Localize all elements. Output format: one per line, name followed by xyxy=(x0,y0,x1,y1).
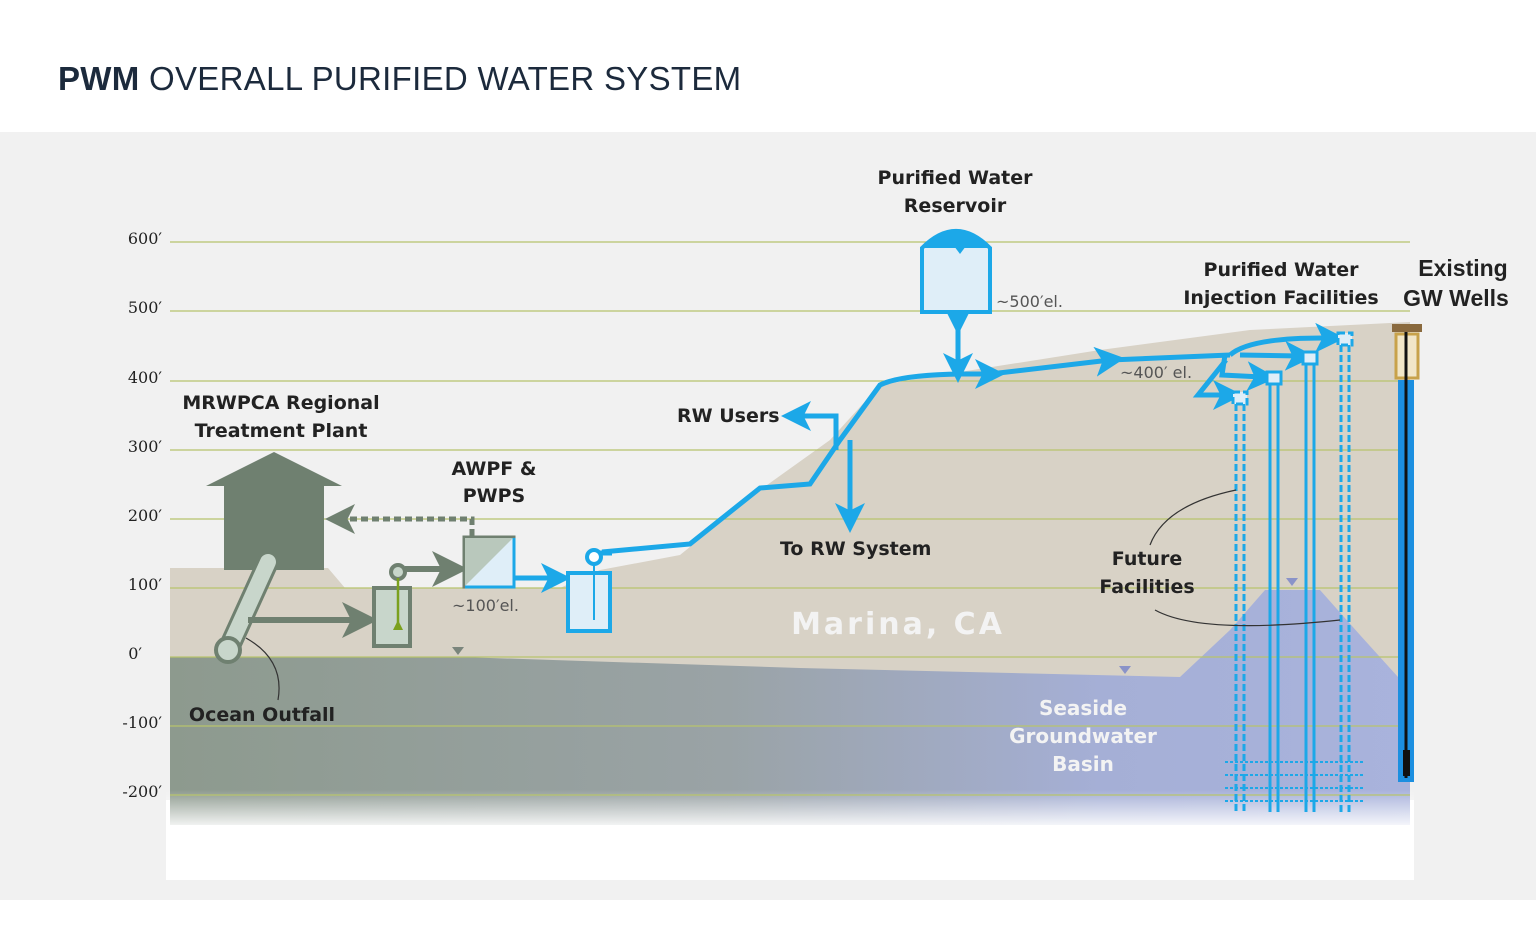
to-rw-system-label: To RW System xyxy=(780,538,931,560)
water-level-marker xyxy=(1119,666,1131,674)
basin-label-3: Basin xyxy=(1052,752,1114,776)
tick-0: 0′ xyxy=(128,644,142,663)
injection-label-2: Injection Facilities xyxy=(1183,287,1378,309)
tick-100: 100′ xyxy=(128,575,163,594)
location-label: Marina, CA xyxy=(791,607,1005,642)
existing-wells-label-2: GW Wells xyxy=(1403,285,1509,311)
page-title: PWM OVERALL PURIFIED WATER SYSTEM xyxy=(58,60,741,98)
purified-water-pipeline xyxy=(514,305,1345,593)
existing-wells-label-1: Existing xyxy=(1418,255,1507,281)
treatment-plant-label-1: MRWPCA Regional xyxy=(182,392,379,414)
future-well-1 xyxy=(1231,390,1249,812)
injection-elevation: ~400′ el. xyxy=(1120,363,1192,382)
product-pump-station-icon xyxy=(566,548,612,633)
reservoir-label-2: Reservoir xyxy=(904,195,1007,217)
tick-400: 400′ xyxy=(128,368,163,387)
rw-users-label: RW Users xyxy=(677,405,780,427)
ocean-outfall-leader xyxy=(245,637,280,701)
elevation-gridlines xyxy=(170,241,1410,796)
tick-200: 200′ xyxy=(128,506,163,525)
tick-300: 300′ xyxy=(128,437,163,456)
intake-pump-station-icon xyxy=(372,563,412,648)
tick-600: 600′ xyxy=(128,229,163,248)
existing-gw-well-icon xyxy=(1392,324,1422,782)
awpf-label-1: AWPF & xyxy=(452,458,537,480)
future-well-4 xyxy=(1336,331,1354,812)
reservoir-label-1: Purified Water xyxy=(878,167,1034,189)
awpf-elevation: ~100′el. xyxy=(452,596,519,615)
ocean-outfall-pipe-icon xyxy=(214,551,279,664)
future-leader-1 xyxy=(1149,489,1237,546)
elevation-axis: 600′ 500′ 400′ 300′ 200′ 100′ 0′ -100′ -… xyxy=(122,229,162,801)
awpf-label-2: PWPS xyxy=(463,485,526,507)
tick-500: 500′ xyxy=(128,298,163,317)
future-facilities-label-1: Future xyxy=(1112,548,1182,570)
injection-well-3 xyxy=(1301,350,1319,812)
treatment-plant-label-2: Treatment Plant xyxy=(195,420,368,442)
groundwater-basin xyxy=(170,590,1410,825)
brine-return-dashed-arrow xyxy=(325,504,475,536)
title-rest: OVERALL PURIFIED WATER SYSTEM xyxy=(149,60,742,97)
future-leader-2 xyxy=(1154,609,1341,627)
injection-well-2 xyxy=(1265,370,1283,812)
tick-minus-100: -100′ xyxy=(122,713,162,732)
injection-wells xyxy=(1225,331,1365,812)
ground-fade xyxy=(166,790,1414,830)
tick-minus-200: -200′ xyxy=(122,782,162,801)
title-bold: PWM xyxy=(58,60,140,97)
treatment-plant-building-icon xyxy=(206,452,342,570)
basin-label-1: Seaside xyxy=(1039,696,1127,720)
awpf-facility-icon xyxy=(462,535,516,589)
reservoir-elevation: ~500′el. xyxy=(996,292,1063,311)
reservoir-tank-icon xyxy=(920,229,992,314)
water-level-marker xyxy=(452,647,464,655)
ocean-outfall-label: Ocean Outfall xyxy=(189,704,335,726)
injection-spread-arrows xyxy=(1225,761,1365,802)
future-facilities-label-2: Facilities xyxy=(1099,576,1194,598)
terrain xyxy=(170,322,1410,680)
basin-label-2: Groundwater xyxy=(1009,724,1157,748)
injection-label-1: Purified Water xyxy=(1204,259,1360,281)
water-level-marker xyxy=(1286,578,1298,586)
